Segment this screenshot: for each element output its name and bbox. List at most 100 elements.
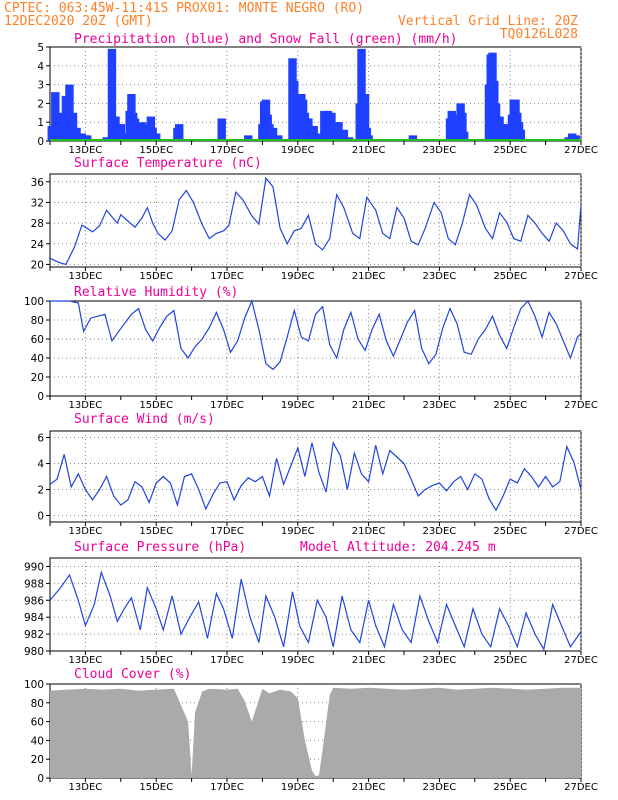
precip-bar [107,48,117,141]
series-line [49,440,582,512]
panel-frame [49,173,582,268]
precip-bar [516,129,526,141]
y-tick-label: 0 [37,511,44,523]
x-tick-label: 21DEC [352,655,386,666]
y-tick-label: 1 [37,117,44,129]
x-tick-label: 27DEC [564,526,598,537]
y-tick-label: 2 [37,485,44,497]
precip-bar [364,135,373,141]
panel-frame [49,430,582,523]
precip-bar [571,135,580,141]
y-tick-label: 3 [37,80,44,92]
x-tick-label: 19DEC [281,655,315,666]
x-tick-label: 15DEC [139,782,173,793]
y-tick-label: 100 [24,679,44,691]
y-tick-label: 0 [37,773,44,785]
y-tick-label: 6 [37,433,44,445]
y-tick-label: 984 [24,612,44,624]
x-tick-label: 23DEC [423,526,457,537]
y-tick-label: 24 [31,239,45,251]
x-tick-label: 25DEC [493,145,527,156]
precip-bar [360,94,370,141]
x-tick-label: 19DEC [281,145,315,156]
x-tick-label: 25DEC [493,655,527,666]
x-tick-label: 17DEC [210,655,244,666]
x-tick-label: 19DEC [281,271,315,282]
y-tick-label: 36 [31,177,45,189]
y-tick-label: 2 [37,98,44,110]
panel-1: Precipitation (blue) and Snow Fall (gree… [37,32,598,156]
y-tick-label: 990 [24,561,44,573]
x-tick-label: 21DEC [352,526,386,537]
x-tick-label: 27DEC [564,271,598,282]
precip-bar [313,133,322,141]
y-tick-label: 982 [24,629,44,641]
x-tick-label: 15DEC [139,400,173,411]
series-line [49,176,582,266]
header-model-code: TQ0126L028 [500,27,578,42]
precip-bar [217,118,226,141]
y-tick-label: 5 [37,42,44,54]
x-tick-label: 25DEC [493,271,527,282]
panel-annotation: Model Altitude: 204.245 m [300,540,496,555]
x-tick-label: 17DEC [210,526,244,537]
x-tick-label: 17DEC [210,400,244,411]
precip-bar [68,112,78,141]
precip-bar [459,131,469,141]
precip-bar [137,122,147,141]
y-tick-label: 60 [31,334,44,346]
panel-2: Surface Temperature (nC) 20 24 28 32 36 13DEC 1… [31,156,598,282]
y-tick-label: 20 [31,259,44,271]
x-tick-label: 13DEC [69,145,103,156]
panel-title: Cloud Cover (%) [74,667,191,682]
y-tick-label: 80 [31,698,44,710]
precip-bar [502,124,511,141]
precip-bar [362,127,372,141]
x-tick-label: 27DEC [564,145,598,156]
precip-bar [174,124,184,141]
header-location: CPTEC: 063:45W-11:41S PROX01: MONTE NEGR… [4,1,364,16]
x-tick-label: 15DEC [139,526,173,537]
cloud-cover-area [50,687,581,778]
x-tick-label: 27DEC [564,782,598,793]
x-tick-label: 19DEC [281,400,315,411]
x-tick-label: 21DEC [352,782,386,793]
x-tick-label: 23DEC [423,782,457,793]
x-tick-label: 15DEC [139,145,173,156]
y-tick-label: 4 [37,459,44,471]
panel-title: Surface Wind (m/s) [74,412,215,427]
x-tick-label: 25DEC [493,782,527,793]
panel-3: Relative Humidity (%) 0 20 40 60 80 100 13DEC 15… [24,285,598,411]
x-tick-label: 13DEC [69,655,103,666]
panel-6: Cloud Cover (%) 0 20 40 60 80 100 13DEC 15DEC 17D… [24,667,598,793]
x-tick-label: 13DEC [69,526,103,537]
x-tick-label: 13DEC [69,400,103,411]
x-tick-label: 13DEC [69,782,103,793]
x-tick-label: 19DEC [281,782,315,793]
x-tick-label: 17DEC [210,782,244,793]
panel-5: Surface Pressure (hPa) Model Altitude: 20… [24,540,598,666]
precip-bar [268,127,278,141]
x-tick-label: 15DEC [139,271,173,282]
panel-title: Surface Pressure (hPa) [74,540,246,555]
precip-bar [54,112,64,141]
y-tick-label: 40 [31,735,44,747]
y-tick-label: 20 [31,372,44,384]
x-tick-label: 21DEC [352,145,386,156]
panel-title: Precipitation (blue) and Snow Fall (gree… [74,32,458,47]
precip-bar [120,133,129,141]
y-tick-label: 100 [24,296,44,308]
y-tick-label: 4 [37,61,44,73]
x-tick-label: 23DEC [423,400,457,411]
precip-bar [274,135,283,141]
x-tick-label: 21DEC [352,271,386,282]
y-tick-label: 32 [31,197,44,209]
x-tick-label: 23DEC [423,145,457,156]
series-line [49,570,582,651]
panels-group: Precipitation (blue) and Snow Fall (gree… [24,32,598,793]
x-tick-label: 21DEC [352,400,386,411]
panel-frame [49,557,582,652]
panel-title: Surface Temperature (nC) [74,156,262,171]
x-tick-label: 15DEC [139,655,173,666]
precip-bar [111,116,120,141]
